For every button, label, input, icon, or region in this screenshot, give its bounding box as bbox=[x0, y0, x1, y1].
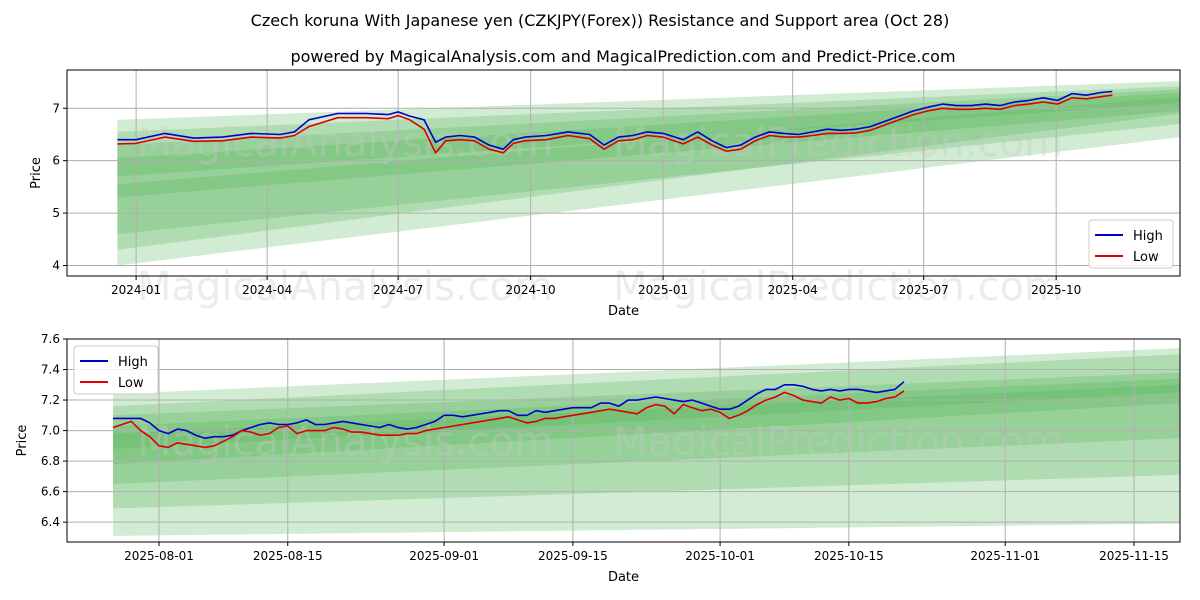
x-axis-label: Date bbox=[608, 570, 639, 585]
y-axis-label: Price bbox=[15, 425, 30, 457]
band-1 bbox=[112, 354, 1180, 509]
series bbox=[112, 381, 905, 449]
plot-frame bbox=[66, 338, 1181, 543]
x-tick-label: 2024-07 bbox=[373, 283, 423, 297]
watermark-left: MagicalAnalysis.com bbox=[137, 419, 553, 465]
x-tick-label: 2025-08-15 bbox=[253, 549, 323, 563]
legend: High Low bbox=[73, 345, 159, 395]
series-line-low bbox=[112, 390, 905, 449]
watermark-right: MagicalPrediction.com bbox=[613, 120, 1063, 166]
x-tick-label: 2025-10-01 bbox=[685, 549, 755, 563]
series-line-low bbox=[117, 94, 1113, 154]
x-tick-label: 2024-10 bbox=[506, 283, 556, 297]
band-3 bbox=[117, 92, 1180, 177]
y-tick-label: 6.6 bbox=[41, 485, 60, 499]
x-axis-label: Date bbox=[608, 304, 639, 319]
x-tick-label: 2025-09-01 bbox=[409, 549, 479, 563]
y-tick-label: 7 bbox=[52, 101, 60, 115]
y-tick-label: 4 bbox=[52, 259, 60, 273]
band-2 bbox=[117, 89, 1180, 198]
support-resistance-bands bbox=[117, 81, 1180, 266]
band-4 bbox=[117, 96, 1180, 250]
y-axis-label: Price bbox=[29, 157, 44, 189]
top-panel: MagicalAnalysis.com MagicalPrediction.com… bbox=[29, 69, 1181, 319]
y-tick-label: 6.4 bbox=[41, 515, 60, 529]
plot-frame bbox=[66, 69, 1181, 277]
band-1 bbox=[117, 86, 1180, 235]
y-tick-label: 7.6 bbox=[41, 332, 60, 346]
watermark-left-lower: MagicalAnalysis.com bbox=[137, 264, 553, 310]
band-4 bbox=[112, 384, 1180, 449]
y-tick-label: 6.8 bbox=[41, 454, 60, 468]
legend-box bbox=[1088, 219, 1174, 269]
legend-label-high: High bbox=[1133, 229, 1163, 244]
series-line-high bbox=[117, 90, 1113, 150]
chart-title: Czech koruna With Japanese yen (CZKJPY(F… bbox=[251, 11, 950, 30]
legend-label-high: High bbox=[118, 355, 148, 370]
y-tick-label: 7.0 bbox=[41, 424, 60, 438]
legend-label-low: Low bbox=[1133, 250, 1159, 265]
y-tick-label: 7.2 bbox=[41, 393, 60, 407]
x-tick-label: 2025-09-15 bbox=[538, 549, 608, 563]
chart-subtitle: powered by MagicalAnalysis.com and Magic… bbox=[290, 47, 955, 66]
legend-label-low: Low bbox=[118, 376, 144, 391]
series bbox=[117, 90, 1113, 154]
x-tick-label: 2025-08-01 bbox=[124, 549, 194, 563]
x-tick-label: 2025-11-15 bbox=[1099, 549, 1169, 563]
x-tick-label: 2025-07 bbox=[899, 283, 949, 297]
legend: High Low bbox=[1088, 219, 1174, 269]
watermark-right-lower: MagicalPrediction.com bbox=[613, 264, 1063, 310]
x-tick-label: 2024-04 bbox=[242, 283, 292, 297]
bottom-panel: MagicalAnalysis.com MagicalPrediction.com… bbox=[15, 332, 1181, 585]
series-line-high bbox=[113, 381, 905, 440]
x-tick-label: 2025-11-01 bbox=[970, 549, 1040, 563]
x-tick-label: 2025-01 bbox=[638, 283, 688, 297]
band-0 bbox=[117, 81, 1180, 266]
watermark-left: MagicalAnalysis.com bbox=[137, 120, 553, 166]
x-tick-label: 2025-10 bbox=[1031, 283, 1081, 297]
x-tick-label: 2025-04 bbox=[768, 283, 818, 297]
y-tick-label: 5 bbox=[52, 206, 60, 220]
y-tick-label: 6 bbox=[52, 154, 60, 168]
legend-box bbox=[73, 345, 159, 395]
x-tick-label: 2025-10-15 bbox=[814, 549, 884, 563]
watermark-right: MagicalPrediction.com bbox=[613, 419, 1063, 465]
band-0 bbox=[112, 348, 1180, 536]
x-tick-label: 2024-01 bbox=[111, 283, 161, 297]
y-tick-label: 7.4 bbox=[41, 363, 60, 377]
